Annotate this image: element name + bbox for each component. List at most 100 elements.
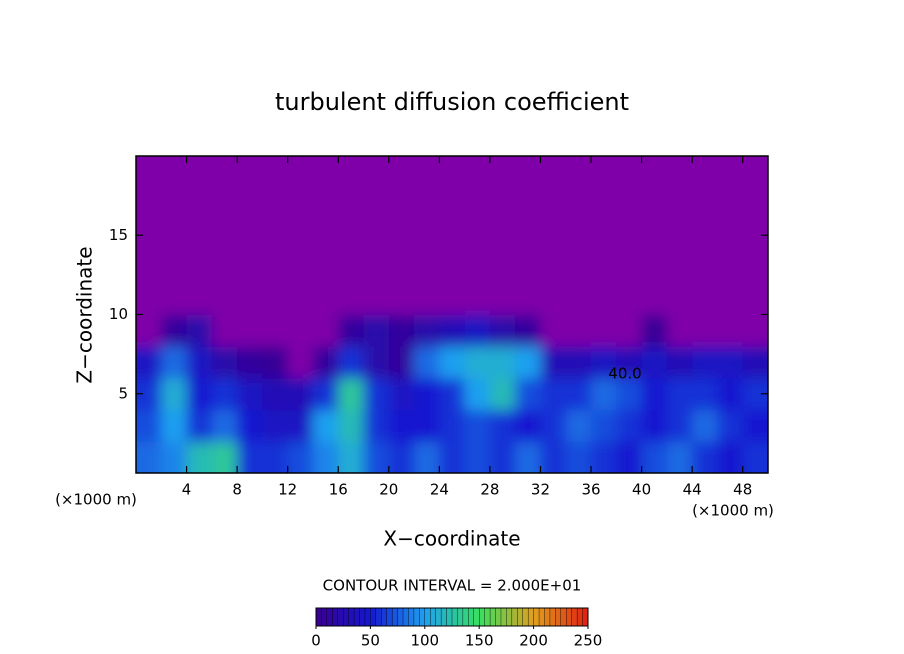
field-cell <box>717 314 744 347</box>
x-tick-label: 40 <box>632 481 651 499</box>
field-cell <box>414 282 440 315</box>
field-cell <box>439 409 466 442</box>
field-cell <box>287 156 314 189</box>
field-cell <box>237 377 263 411</box>
field-cell <box>338 156 365 189</box>
field-cell <box>742 409 768 442</box>
field-cell <box>136 314 162 347</box>
field-cell <box>464 251 491 284</box>
field-cell <box>161 314 188 347</box>
field-cell <box>489 409 516 442</box>
field-cell <box>565 187 592 220</box>
field-cell <box>338 441 365 473</box>
colorbar-swatch <box>468 607 475 627</box>
colorbar-swatch <box>517 607 524 627</box>
field-cell <box>237 282 263 315</box>
field-cell <box>591 441 617 473</box>
field-cell <box>414 346 440 379</box>
colorbar-swatch <box>353 607 361 627</box>
field-cell <box>464 219 491 252</box>
colorbar-swatch <box>413 607 420 627</box>
field-cell <box>262 219 289 252</box>
field-cell <box>591 346 617 379</box>
field-cell <box>262 282 289 315</box>
field-cell <box>464 156 491 189</box>
field-cell <box>464 377 491 411</box>
field-cell <box>287 282 314 315</box>
field-cell <box>439 314 466 347</box>
colorbar-swatch <box>321 607 328 627</box>
x-tick-label: 12 <box>278 481 297 499</box>
colorbar-swatch <box>576 607 584 627</box>
colorbar-swatch <box>484 607 491 627</box>
field-cell <box>161 187 188 220</box>
colorbar-swatch <box>440 607 448 627</box>
field-cell <box>565 346 592 379</box>
field-cell <box>312 219 339 252</box>
field-cell <box>591 187 617 220</box>
field-cell <box>388 219 415 252</box>
field-cell <box>363 377 390 411</box>
field-cell <box>262 346 289 379</box>
colorbar-swatch <box>522 607 529 627</box>
field-cell <box>211 187 238 220</box>
field-cell <box>591 251 617 284</box>
field <box>136 156 768 473</box>
field-cell <box>666 409 693 442</box>
colorbar-swatch <box>560 607 567 627</box>
field-cell <box>616 156 643 189</box>
field-cell <box>540 409 567 442</box>
field-cell <box>742 156 768 189</box>
field-cell <box>363 441 390 473</box>
field-cell <box>237 441 263 473</box>
colorbar-swatch <box>446 607 453 627</box>
field-cell <box>338 251 365 284</box>
field-cell <box>287 346 314 379</box>
colorbar-swatch <box>495 607 502 627</box>
x-tick-label: 28 <box>480 481 499 499</box>
field-cell <box>591 219 617 252</box>
x-tick-label: 48 <box>733 481 752 499</box>
y-tick-label: 5 <box>118 384 128 402</box>
field-cell <box>211 441 238 473</box>
field-cell <box>312 282 339 315</box>
field-cell <box>692 409 718 442</box>
field-cell <box>388 441 415 473</box>
x-axis-label: X−coordinate <box>383 527 520 551</box>
field-cell <box>312 346 339 379</box>
field-cell <box>742 314 768 347</box>
field-cell <box>742 441 768 473</box>
field-cell <box>666 346 693 379</box>
field-cell <box>211 156 238 189</box>
field-cell <box>742 251 768 284</box>
x-tick-label: 36 <box>581 481 600 499</box>
field-cell <box>363 187 390 220</box>
field-cell <box>565 377 592 411</box>
field-cell <box>414 251 440 284</box>
field-cell <box>641 314 668 347</box>
colorbar-swatch <box>402 607 409 627</box>
field-cell <box>641 441 668 473</box>
colorbar-swatch <box>381 607 388 627</box>
field-cell <box>666 219 693 252</box>
field-cell <box>287 314 314 347</box>
colorbar-tick-label: 200 <box>519 632 548 650</box>
field-cell <box>515 282 541 315</box>
x-tick-label: 20 <box>379 481 398 499</box>
field-cell <box>186 377 213 411</box>
field-cell <box>211 377 238 411</box>
field-cell <box>565 156 592 189</box>
field-cell <box>414 441 440 473</box>
field-cell <box>211 314 238 347</box>
x-unit-label: (×1000 m) <box>692 502 774 520</box>
field-cell <box>641 251 668 284</box>
y-axis-label: Z−coordinate <box>73 246 97 383</box>
field-cell <box>489 314 516 347</box>
field-cell <box>338 314 365 347</box>
field-cell <box>388 409 415 442</box>
field-cell <box>388 314 415 347</box>
field-cell <box>666 156 693 189</box>
colorbar-swatch <box>397 607 404 627</box>
field-cell <box>666 251 693 284</box>
field-cell <box>692 346 718 379</box>
